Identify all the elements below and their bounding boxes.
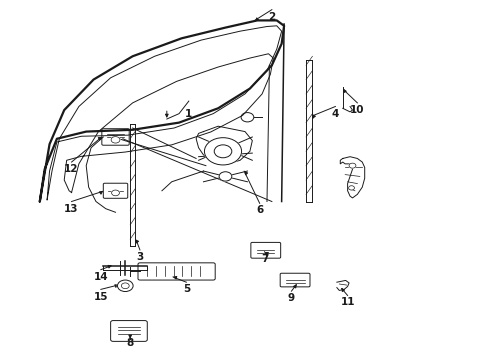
Text: 5: 5 <box>183 284 190 294</box>
Circle shape <box>204 138 242 165</box>
FancyBboxPatch shape <box>280 273 310 287</box>
FancyBboxPatch shape <box>111 320 147 341</box>
Text: 13: 13 <box>64 204 79 214</box>
Text: 2: 2 <box>268 12 275 22</box>
Text: 12: 12 <box>64 164 79 174</box>
Text: 10: 10 <box>350 105 365 115</box>
Circle shape <box>348 186 354 190</box>
Text: 14: 14 <box>94 272 108 282</box>
Text: 6: 6 <box>256 206 263 216</box>
Text: 9: 9 <box>288 293 295 303</box>
Circle shape <box>349 163 356 168</box>
Circle shape <box>118 280 133 292</box>
Text: 4: 4 <box>332 109 339 119</box>
FancyBboxPatch shape <box>102 129 129 145</box>
Text: 3: 3 <box>136 252 144 262</box>
Circle shape <box>219 172 232 181</box>
FancyBboxPatch shape <box>103 183 128 198</box>
Text: 8: 8 <box>126 338 134 348</box>
Text: 7: 7 <box>261 254 268 264</box>
Text: 15: 15 <box>94 292 108 302</box>
Text: 1: 1 <box>185 109 193 119</box>
Circle shape <box>112 190 120 196</box>
FancyBboxPatch shape <box>251 242 281 258</box>
Text: 11: 11 <box>341 297 355 307</box>
Circle shape <box>111 136 120 143</box>
FancyBboxPatch shape <box>138 263 215 280</box>
